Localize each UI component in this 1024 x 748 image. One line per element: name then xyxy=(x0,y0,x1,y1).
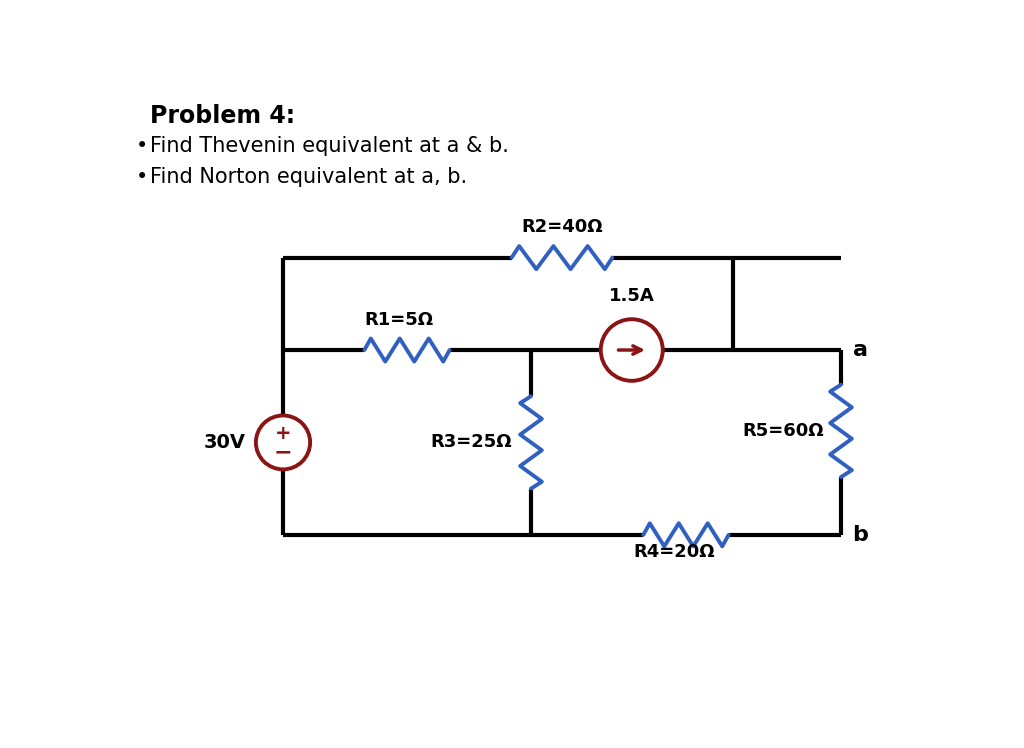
Text: Find Thevenin equivalent at a & b.: Find Thevenin equivalent at a & b. xyxy=(150,136,509,156)
Text: R4=20Ω: R4=20Ω xyxy=(634,542,715,560)
Text: R2=40Ω: R2=40Ω xyxy=(521,218,603,236)
Text: R1=5Ω: R1=5Ω xyxy=(365,311,434,329)
Text: +: + xyxy=(274,423,291,443)
Text: R5=60Ω: R5=60Ω xyxy=(742,422,824,440)
Text: 1.5A: 1.5A xyxy=(609,287,654,305)
Text: a: a xyxy=(853,340,867,360)
Text: Find Norton equivalent at a, b.: Find Norton equivalent at a, b. xyxy=(150,167,467,187)
Text: •: • xyxy=(136,167,148,187)
Text: −: − xyxy=(273,442,292,462)
Text: 30V: 30V xyxy=(204,433,246,452)
Text: b: b xyxy=(853,525,868,545)
Text: R3=25Ω: R3=25Ω xyxy=(430,433,512,452)
Text: Problem 4:: Problem 4: xyxy=(150,104,295,128)
Text: •: • xyxy=(136,136,148,156)
